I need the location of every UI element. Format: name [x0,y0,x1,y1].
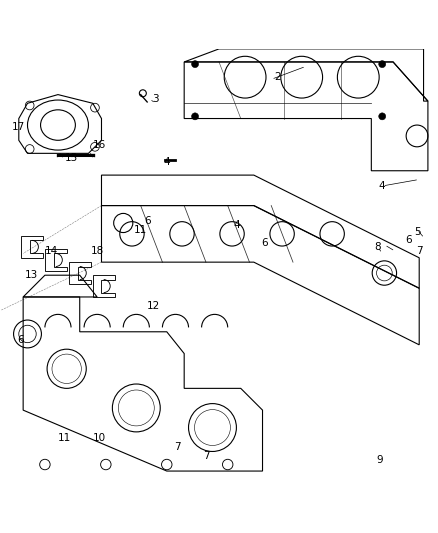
Text: 16: 16 [93,140,106,150]
Text: 10: 10 [93,433,106,443]
Text: 4: 4 [163,157,170,167]
Text: 13: 13 [25,270,39,280]
Text: 12: 12 [147,301,160,311]
Text: 15: 15 [64,152,78,163]
Text: 11: 11 [58,433,71,443]
Circle shape [379,61,386,68]
Circle shape [379,113,386,120]
Text: 11: 11 [134,224,147,235]
Text: 7: 7 [416,246,423,256]
Text: 6: 6 [144,216,151,226]
Text: 2: 2 [275,72,281,82]
Text: 4: 4 [233,220,240,230]
Text: 9: 9 [377,455,383,465]
Circle shape [191,113,198,120]
Text: 6: 6 [405,236,412,245]
Text: 18: 18 [91,246,104,256]
Text: 14: 14 [45,246,58,256]
Text: 6: 6 [18,335,24,345]
Text: 4: 4 [379,181,385,191]
Circle shape [191,61,198,68]
Text: 8: 8 [374,242,381,252]
Text: 7: 7 [174,442,181,452]
Text: 6: 6 [261,238,268,247]
Text: 5: 5 [414,227,420,237]
Text: 3: 3 [152,94,159,104]
Text: 17: 17 [12,122,25,132]
Text: 7: 7 [203,451,209,461]
